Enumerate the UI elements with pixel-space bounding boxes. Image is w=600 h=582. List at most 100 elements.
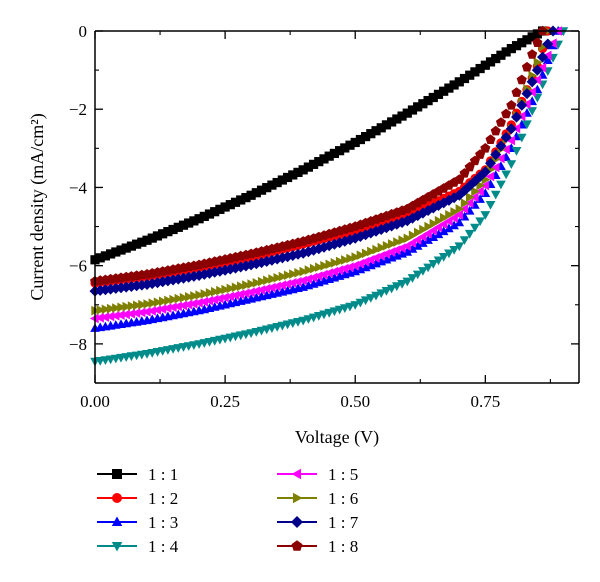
data-point [355,298,366,308]
data-point [418,238,428,247]
data-point [220,202,230,212]
data-point [360,296,371,306]
data-point [236,195,246,205]
data-point [454,77,464,87]
data-point [455,204,465,214]
data-point [375,224,387,235]
data-point [537,51,549,63]
data-point [412,270,423,280]
data-point [256,285,266,295]
data-point [267,180,277,190]
legend-label: 1 : 7 [328,513,359,532]
data-point [444,83,454,93]
data-point [231,282,241,293]
data-point [341,255,350,265]
legend-label: 1 : 4 [148,537,179,556]
data-point [136,307,146,318]
y-tick-label: −2 [69,100,87,119]
data-point [126,309,136,319]
data-point [308,313,319,323]
axes: 0 −2 −4 −6 −8 0.00 0.25 0.50 0.75 [69,22,580,411]
data-point [464,229,475,239]
data-point [142,307,151,317]
data-point [303,162,313,172]
data-point [443,194,455,206]
legend-item: 1 : 6 [277,489,358,508]
data-point [313,271,323,281]
data-point [95,313,104,323]
data-point [225,291,234,302]
data-point [152,305,162,315]
data-point [240,288,250,299]
data-point [542,38,554,50]
data-point [496,180,506,190]
data-point [345,140,355,150]
data-point [480,60,490,70]
data-point [533,57,543,68]
data-point [350,301,360,310]
data-point [339,235,351,247]
data-point [308,159,319,169]
data-point [287,278,297,288]
data-point [226,283,236,294]
data-point [204,209,215,219]
data-point [418,267,428,276]
data-point [428,92,438,103]
data-point [495,153,505,164]
data-point [247,279,257,289]
legend-marker [291,540,303,551]
data-point [407,244,418,253]
data-point [542,50,552,61]
data-point [190,291,199,301]
x-tick-label: 0.00 [80,392,110,411]
data-point [440,212,449,223]
legend-marker [112,493,122,503]
data-point [470,67,480,77]
data-point [115,282,127,294]
data-point [423,263,433,273]
data-point [153,297,163,307]
data-point [532,37,543,47]
data-point [246,190,256,200]
data-point [419,224,428,235]
data-point [527,87,536,97]
data-point [288,170,298,180]
data-point [318,269,328,280]
data-point [402,246,413,256]
data-point [361,248,371,259]
data-point [273,273,283,283]
data-point [282,279,292,289]
data-point [397,280,407,289]
data-point [391,218,403,230]
data-point [262,183,272,193]
data-point [414,227,423,238]
data-point [289,269,298,279]
data-point [453,189,465,201]
y-tick-label: 0 [79,22,88,41]
legend-marker [112,469,122,479]
data-point [261,255,273,267]
data-point [465,70,475,80]
data-point [178,300,188,311]
data-point [346,253,356,264]
data-point [500,131,512,143]
data-point [237,281,246,292]
data-point [459,73,470,84]
data-point [334,305,345,315]
data-point [511,147,522,156]
legend-marker [293,492,303,504]
y-axis-title: Current density (mA/cm²) [27,113,48,300]
data-point [449,246,459,255]
data-point [376,289,387,299]
legend-item: 1 : 5 [277,465,358,484]
data-point [398,235,408,245]
data-point [516,74,527,85]
data-point [174,293,184,304]
data-point [449,220,459,230]
data-point [542,55,553,64]
data-point [121,243,131,253]
data-point [501,170,511,180]
data-point [330,258,340,268]
legend-marker [111,516,123,526]
